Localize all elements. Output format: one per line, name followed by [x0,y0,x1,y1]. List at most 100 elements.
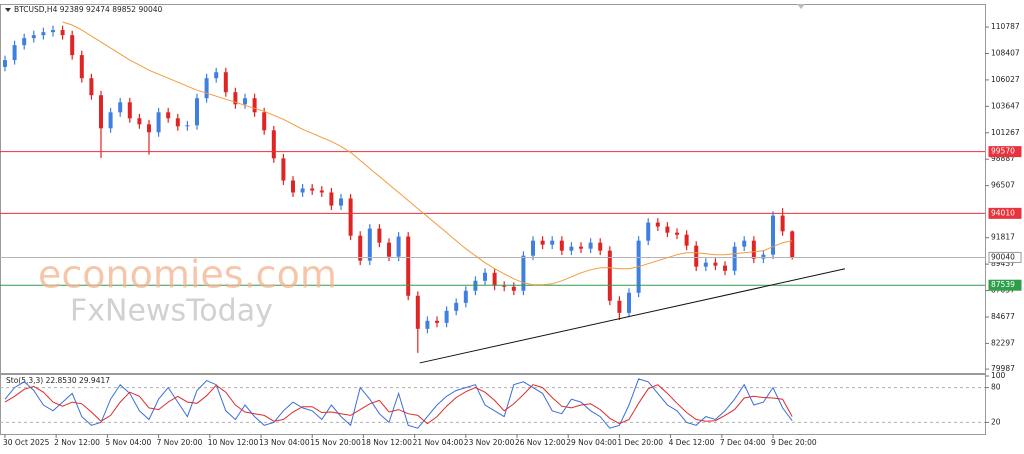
candle-body [348,198,353,236]
candle-body [358,235,363,261]
candle-body [492,272,497,286]
x-tick-label: 29 Nov 04:00 [566,438,617,447]
candle-body [540,240,545,245]
candle-body [387,242,392,257]
candle-body [732,246,737,271]
candle-body [214,72,219,79]
x-tick-label: 10 Nov 12:00 [208,438,259,447]
candle-body [233,92,238,105]
candle-body [415,295,420,329]
candle-body [502,285,507,287]
candle-body [118,102,123,113]
x-tick-label: 21 Nov 04:00 [413,438,464,447]
x-tick-label: 30 Oct 2025 [3,438,50,447]
y-tick-label: 20 [991,417,1001,426]
candle-body [108,112,113,129]
candle-body [703,262,708,267]
candle-body [127,102,132,119]
candle-body [89,78,94,96]
candle-body [531,240,536,256]
candle-body [463,290,468,303]
price-level-label: 87539 [991,280,1015,289]
candle-body [473,280,478,291]
candle-body [483,272,488,281]
candle-body [329,192,334,206]
candle-body [319,190,324,193]
y-tick-label: 84677 [991,312,1015,321]
candle-body [223,72,228,93]
price-level-box [988,251,1022,263]
shift-marker [797,4,805,9]
y-tick-label: 106027 [991,75,1020,84]
price-level-box [988,146,1022,158]
candle-body [694,245,699,267]
candle-body [579,246,584,249]
candle-body [617,300,622,313]
candle-body [12,45,17,61]
x-tick-label: 23 Nov 20:00 [464,438,515,447]
candle-body [751,240,756,259]
watermark: economies.com [38,253,337,297]
price-level-box [988,207,1022,219]
x-tick-label: 2 Nov 12:00 [54,438,100,447]
candle-body [396,236,401,257]
candle-body [761,254,766,259]
candle-body [771,215,776,255]
candle-body [511,286,516,291]
price-level-label: 99570 [991,147,1015,156]
oscillator-line [4,378,793,429]
candle-body [454,302,459,311]
candle-body [166,112,171,119]
y-tick-label: 96507 [991,181,1015,190]
candle-body [175,118,180,127]
oscillator-title: Sto(5,3,3) 22.8530 29.9417 [6,376,110,385]
candle-body [607,250,612,301]
candle-body [435,320,440,323]
candle-body [98,95,103,129]
candle-body [2,60,7,67]
candle-body [60,30,65,36]
y-tick-label: 100 [991,371,1006,380]
x-tick-label: 13 Nov 04:00 [259,438,310,447]
candle-body [262,112,267,131]
candle-body [339,198,344,206]
candle-body [550,240,555,245]
x-tick-label: 5 Nov 04:00 [105,438,151,447]
candle-body [300,188,305,193]
candle-body [780,215,785,232]
x-tick-label: 7 Nov 20:00 [157,438,203,447]
menu-arrow[interactable] [5,8,11,12]
x-tick-label: 26 Nov 12:00 [515,438,566,447]
candle-body [790,231,795,258]
candle-body [569,246,574,251]
candle-body [521,255,526,291]
candle-body [252,98,257,113]
moving-average [62,21,793,286]
main-panel [0,4,986,374]
x-tick-label: 18 Nov 12:00 [361,438,412,447]
candle-body [22,38,27,46]
candle-body [723,265,728,271]
candle-body [444,310,449,323]
price-level-label: 90040 [991,252,1015,261]
candle-body [588,242,593,249]
y-tick-label: 103647 [991,101,1020,110]
candle-body [41,32,46,36]
candle-body [185,125,190,127]
candle-body [425,320,430,329]
candle-body [559,240,564,251]
candle-body [146,124,151,133]
candle-body [31,35,36,39]
y-tick-label: 89437 [991,259,1015,268]
candle-body [281,158,286,181]
candle-body [377,228,382,243]
x-tick-label: 9 Dec 20:00 [771,438,817,447]
y-tick-label: 110787 [991,22,1020,31]
candle-body [50,30,55,33]
candles [2,25,795,353]
candle-body [156,112,161,133]
watermark: FxNewsToday [70,294,273,329]
candle-body [655,222,660,227]
